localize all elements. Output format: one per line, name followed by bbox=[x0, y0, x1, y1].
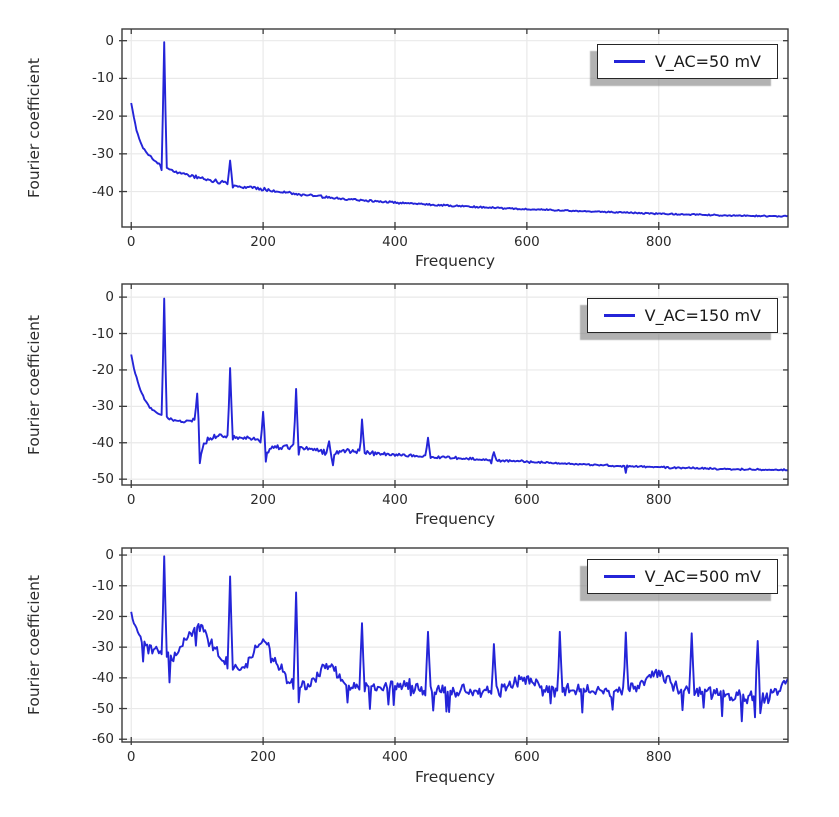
x-tick-label: 800 bbox=[645, 234, 672, 250]
subplot-2-legend: V_AC=150 mV bbox=[586, 298, 778, 333]
x-tick-label: 0 bbox=[126, 492, 136, 508]
y-tick-label: -40 bbox=[91, 183, 114, 200]
y-tick-label: -20 bbox=[91, 108, 114, 125]
subplot-2-legend-label: V_AC=150 mV bbox=[644, 306, 761, 325]
x-tick-label: 800 bbox=[645, 492, 672, 508]
y-tick-label: -50 bbox=[91, 471, 114, 488]
subplot-1-x-axis-label: Frequency bbox=[414, 252, 496, 270]
subplot-2-y-axis-label: Fourier coefficient bbox=[25, 315, 43, 455]
subplot-1-legend: V_AC=50 mV bbox=[596, 44, 778, 79]
y-tick-label: -60 bbox=[91, 731, 114, 748]
legend-line-sample bbox=[603, 314, 635, 317]
subplot-1-legend-label: V_AC=50 mV bbox=[654, 52, 761, 71]
x-tick-label: 200 bbox=[250, 749, 276, 765]
y-tick-label: -40 bbox=[91, 669, 114, 686]
x-tick-label: 600 bbox=[513, 492, 540, 508]
legend-line-sample bbox=[603, 575, 635, 578]
x-tick-label: 800 bbox=[645, 749, 672, 765]
x-tick-label: 0 bbox=[126, 234, 136, 250]
subplot-3-legend: V_AC=500 mV bbox=[586, 559, 778, 594]
x-tick-label: 200 bbox=[250, 492, 276, 508]
subplot-3-x-axis-label: Frequency bbox=[414, 768, 496, 786]
x-tick-label: 400 bbox=[382, 749, 408, 765]
x-tick-label: 400 bbox=[382, 492, 408, 508]
y-tick-label: -30 bbox=[91, 145, 114, 162]
y-tick-label: -10 bbox=[91, 577, 114, 594]
subplot-1-y-axis-label: Fourier coefficient bbox=[25, 58, 43, 198]
y-tick-label: -10 bbox=[91, 70, 114, 87]
legend-line-sample bbox=[613, 60, 645, 63]
y-tick-label: -10 bbox=[91, 325, 114, 342]
y-tick-label: -30 bbox=[91, 639, 114, 656]
x-tick-label: 200 bbox=[250, 234, 276, 250]
y-tick-label: -20 bbox=[91, 361, 114, 378]
subplot-2-x-axis-label: Frequency bbox=[414, 510, 496, 528]
subplot-3-y-axis-label: Fourier coefficient bbox=[25, 575, 43, 715]
subplot-3-legend-label: V_AC=500 mV bbox=[644, 567, 761, 586]
y-tick-label: 0 bbox=[105, 547, 114, 564]
y-tick-label: -30 bbox=[91, 398, 114, 415]
y-tick-label: -50 bbox=[91, 700, 114, 717]
y-tick-label: -20 bbox=[91, 608, 114, 625]
x-tick-label: 600 bbox=[513, 749, 540, 765]
y-tick-label: -40 bbox=[91, 434, 114, 451]
y-tick-label: 0 bbox=[105, 289, 114, 306]
y-tick-label: 0 bbox=[105, 32, 114, 49]
x-tick-label: 400 bbox=[382, 234, 408, 250]
x-tick-label: 600 bbox=[513, 234, 540, 250]
x-tick-label: 0 bbox=[126, 749, 136, 765]
